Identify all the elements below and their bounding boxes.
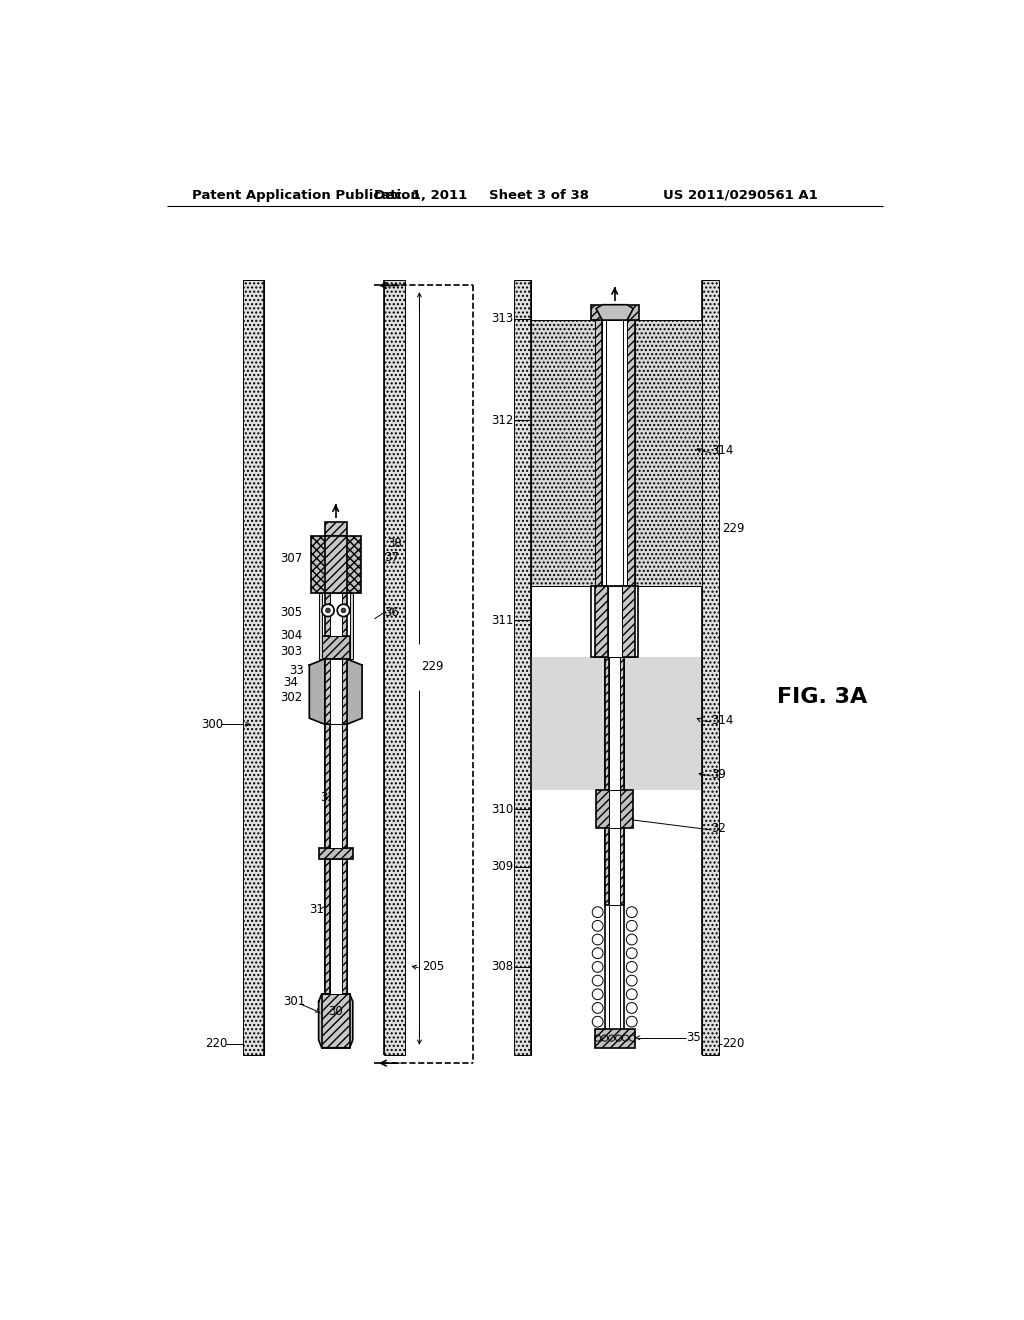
Bar (635, 321, 701, 586)
Text: 307: 307 (280, 552, 302, 565)
Bar (591, 305, 639, 321)
Bar (330, 594, 342, 636)
Bar (325, 594, 346, 636)
Text: 229: 229 (722, 521, 744, 535)
Bar (701, 280, 719, 1056)
Bar (602, 321, 627, 586)
Text: 38: 38 (388, 537, 402, 550)
Text: Sheet 3 of 38: Sheet 3 of 38 (488, 189, 589, 202)
Bar (342, 725, 346, 847)
Bar (514, 280, 531, 1056)
Text: 35: 35 (686, 1031, 700, 1044)
Text: 312: 312 (490, 413, 513, 426)
Bar (605, 657, 609, 789)
Text: 205: 205 (423, 961, 444, 973)
Bar (330, 725, 342, 847)
Text: FIG. 3A: FIG. 3A (777, 688, 867, 708)
Bar (337, 536, 360, 594)
Text: 314: 314 (711, 714, 733, 727)
Bar (621, 657, 624, 789)
Bar (325, 536, 346, 594)
Bar (605, 829, 609, 906)
Text: 303: 303 (280, 644, 302, 657)
Bar (349, 594, 352, 659)
Text: 301: 301 (283, 995, 305, 1008)
Text: 31: 31 (309, 903, 325, 916)
Text: Patent Application Publication: Patent Application Publication (191, 189, 419, 202)
Circle shape (341, 609, 346, 612)
Bar (330, 659, 342, 725)
Bar (531, 657, 605, 789)
Text: US 2011/0290561 A1: US 2011/0290561 A1 (663, 189, 817, 202)
Text: 309: 309 (490, 861, 513, 874)
Bar (325, 859, 330, 994)
Text: 37: 37 (384, 550, 398, 564)
Text: 220: 220 (722, 1038, 744, 1051)
Bar (596, 789, 633, 829)
Bar (621, 829, 624, 906)
Text: 311: 311 (490, 614, 513, 627)
Bar (531, 321, 595, 586)
Bar (627, 321, 635, 586)
Text: 34: 34 (283, 676, 298, 689)
Circle shape (322, 605, 334, 616)
Text: 305: 305 (280, 606, 302, 619)
Polygon shape (309, 659, 325, 725)
Text: 313: 313 (490, 312, 513, 325)
Bar (609, 657, 621, 789)
Text: 39: 39 (711, 768, 726, 781)
Circle shape (326, 609, 331, 612)
Polygon shape (596, 305, 633, 321)
Bar (243, 280, 264, 1056)
Text: 229: 229 (421, 660, 443, 673)
Bar (318, 594, 322, 659)
Bar (609, 829, 621, 906)
Text: 302: 302 (280, 690, 302, 704)
Bar (595, 586, 607, 657)
Text: 304: 304 (280, 630, 302, 643)
Bar (609, 906, 621, 1028)
Bar (325, 659, 346, 725)
Bar (622, 586, 635, 657)
Bar (342, 859, 346, 994)
Bar (322, 636, 349, 659)
Text: Dec. 1, 2011: Dec. 1, 2011 (375, 189, 468, 202)
Bar (609, 789, 621, 829)
Bar (606, 321, 624, 586)
Bar (607, 586, 622, 657)
Bar (325, 521, 346, 536)
Text: 314: 314 (711, 445, 733, 458)
Text: 310: 310 (490, 803, 513, 816)
Bar (311, 536, 334, 594)
Text: 30: 30 (328, 1005, 343, 1018)
Polygon shape (346, 659, 362, 725)
Bar (624, 657, 701, 789)
Bar (595, 1028, 635, 1048)
Bar (318, 847, 352, 859)
Text: 300: 300 (202, 718, 224, 731)
Text: 32: 32 (711, 822, 726, 834)
Circle shape (337, 605, 349, 616)
Bar (592, 586, 638, 657)
Bar (384, 280, 406, 1056)
Bar (322, 994, 349, 1048)
Polygon shape (318, 994, 352, 1048)
Text: 308: 308 (492, 961, 513, 973)
Text: 33: 33 (289, 664, 304, 677)
Text: 32: 32 (321, 791, 335, 804)
Text: 220: 220 (206, 1038, 228, 1051)
Bar (325, 725, 330, 847)
Bar (595, 321, 602, 586)
Text: 36: 36 (384, 606, 398, 619)
Bar (330, 859, 342, 994)
